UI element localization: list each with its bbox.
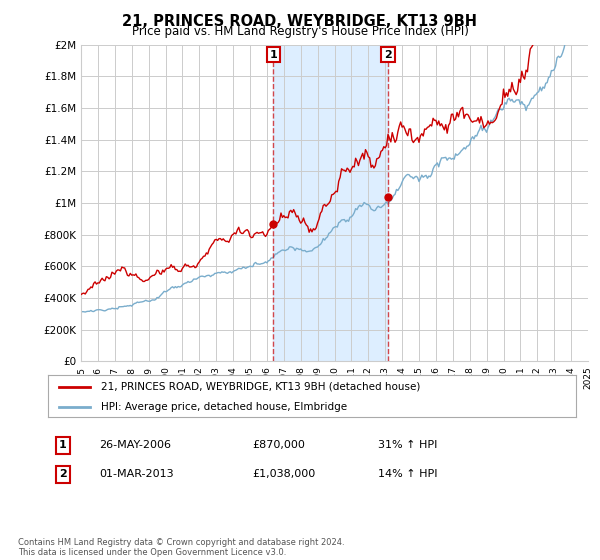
Text: Contains HM Land Registry data © Crown copyright and database right 2024.
This d: Contains HM Land Registry data © Crown c… xyxy=(18,538,344,557)
Text: 14% ↑ HPI: 14% ↑ HPI xyxy=(378,469,437,479)
Text: Price paid vs. HM Land Registry's House Price Index (HPI): Price paid vs. HM Land Registry's House … xyxy=(131,25,469,38)
Text: HPI: Average price, detached house, Elmbridge: HPI: Average price, detached house, Elmb… xyxy=(101,402,347,412)
Text: £870,000: £870,000 xyxy=(252,440,305,450)
Text: 2: 2 xyxy=(59,469,67,479)
Text: 21, PRINCES ROAD, WEYBRIDGE, KT13 9BH: 21, PRINCES ROAD, WEYBRIDGE, KT13 9BH xyxy=(122,14,478,29)
Text: 31% ↑ HPI: 31% ↑ HPI xyxy=(378,440,437,450)
Text: 1: 1 xyxy=(269,49,277,59)
Text: 01-MAR-2013: 01-MAR-2013 xyxy=(99,469,173,479)
Text: 1: 1 xyxy=(59,440,67,450)
Text: 2: 2 xyxy=(384,49,392,59)
Text: £1,038,000: £1,038,000 xyxy=(252,469,315,479)
Bar xyxy=(274,45,388,361)
Text: 21, PRINCES ROAD, WEYBRIDGE, KT13 9BH (detached house): 21, PRINCES ROAD, WEYBRIDGE, KT13 9BH (d… xyxy=(101,382,420,392)
Text: 26-MAY-2006: 26-MAY-2006 xyxy=(99,440,171,450)
